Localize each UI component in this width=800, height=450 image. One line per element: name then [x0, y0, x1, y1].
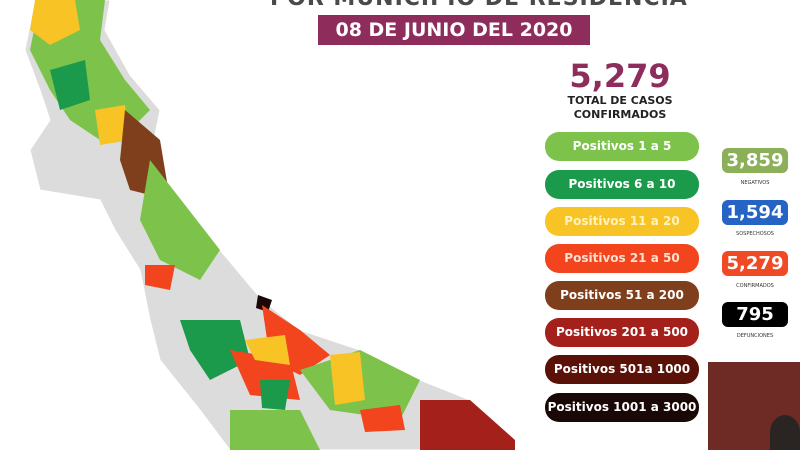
region-yellow-3: [245, 335, 290, 365]
legend-positivos-51-200: Positivos 51 a 200: [545, 281, 699, 310]
veracruz-municipality-map: [24, 0, 516, 450]
legend-positivos-11-20: Positivos 11 a 20: [545, 207, 699, 236]
presenter-video-inset: [708, 362, 800, 450]
region-yellow-top: [30, 0, 80, 45]
region-darkgreen-1: [50, 60, 90, 110]
defunciones-label: DEFUNCIONES: [736, 333, 774, 339]
region-red-1: [145, 265, 175, 290]
sospechosos-value: 1,594: [722, 200, 788, 225]
negativos-label: NEGATIVOS: [740, 180, 770, 186]
date-badge: 08 DE JUNIO DEL 2020: [318, 15, 590, 45]
region-yellow-2: [95, 105, 130, 145]
defunciones-value: 795: [722, 302, 788, 327]
region-darkgreen-6: [230, 410, 320, 450]
total-cases-label-1: TOTAL DE CASOS: [567, 94, 673, 107]
confirmados-label: CONFIRMADOS: [736, 283, 774, 289]
legend-positivos-201-500: Positivos 201 a 500: [545, 318, 699, 347]
region-green-5: [260, 380, 290, 410]
page-title: POR MUNICIPIO DE RESIDENCIA: [270, 0, 688, 11]
region-green-mid: [140, 160, 220, 280]
region-green-south: [180, 320, 250, 380]
legend-positivos-6-10: Positivos 6 a 10: [545, 170, 699, 199]
region-black-port: [256, 295, 272, 312]
region-yellow-4: [330, 352, 365, 405]
confirmados-value: 5,279: [722, 251, 788, 276]
legend-positivos-1001-3000: Positivos 1001 a 3000: [545, 393, 699, 422]
legend-positivos-1-5: Positivos 1 a 5: [545, 132, 699, 161]
region-red-3: [420, 400, 515, 450]
total-cases-label-2: CONFIRMADOS: [573, 108, 667, 121]
presenter-figure: [770, 415, 800, 450]
legend-positivos-21-50: Positivos 21 a 50: [545, 244, 699, 273]
sospechosos-label: SOSPECHOSOS: [736, 231, 774, 237]
legend-positivos-501-1000: Positivos 501a 1000: [545, 355, 699, 384]
region-red-4: [360, 405, 405, 432]
total-cases-value: 5,279: [569, 57, 671, 95]
total-cases: 5,279 TOTAL DE CASOS CONFIRMADOS: [545, 58, 695, 122]
negativos-value: 3,859: [722, 148, 788, 173]
